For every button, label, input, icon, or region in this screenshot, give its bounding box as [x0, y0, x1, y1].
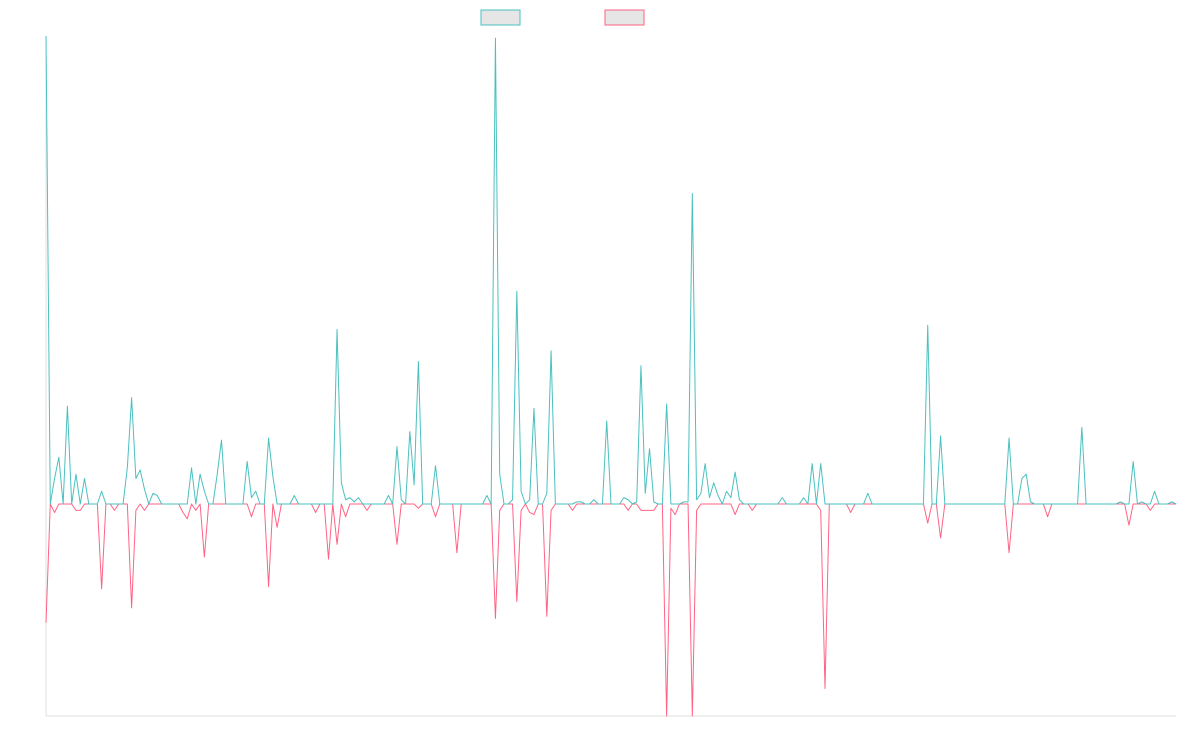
legend-swatch-down[interactable] [604, 9, 645, 26]
series-line-up [45, 35, 1177, 505]
legend-swatch-up[interactable] [480, 9, 521, 26]
axes [45, 36, 1176, 717]
series-line-down [45, 503, 1176, 717]
series-layer [45, 35, 1177, 717]
legend[interactable] [480, 9, 645, 26]
